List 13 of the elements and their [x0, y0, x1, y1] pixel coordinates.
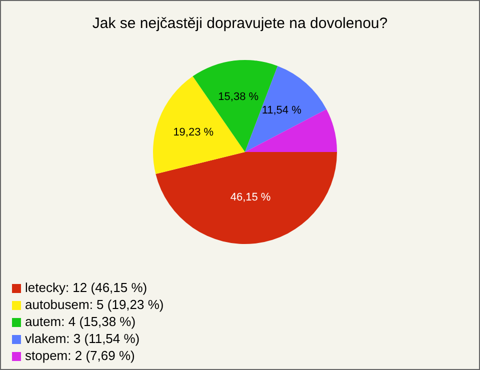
pie-slice — [245, 66, 326, 152]
data-label: 11,54 % — [262, 104, 302, 117]
data-label: 46,15 % — [230, 192, 271, 204]
chart-title: Jak se nejčastěji dopravujete na dovolenou? — [91, 14, 389, 34]
legend-label: letecky: 12 (46,15 %) — [25, 280, 148, 295]
legend-label: autem: 4 (15,38 %) — [25, 314, 136, 329]
data-label: 19,23 % — [173, 126, 214, 138]
pie-slice — [153, 76, 245, 174]
data-label: 15,38 % — [218, 91, 259, 104]
pie-slice — [156, 152, 337, 244]
legend-label: stopem: 2 (7,69 %) — [25, 348, 135, 363]
legend-label: autobusem: 5 (19,23 %) — [25, 297, 164, 312]
legend-label: vlakem: 3 (11,54 %) — [25, 331, 140, 346]
